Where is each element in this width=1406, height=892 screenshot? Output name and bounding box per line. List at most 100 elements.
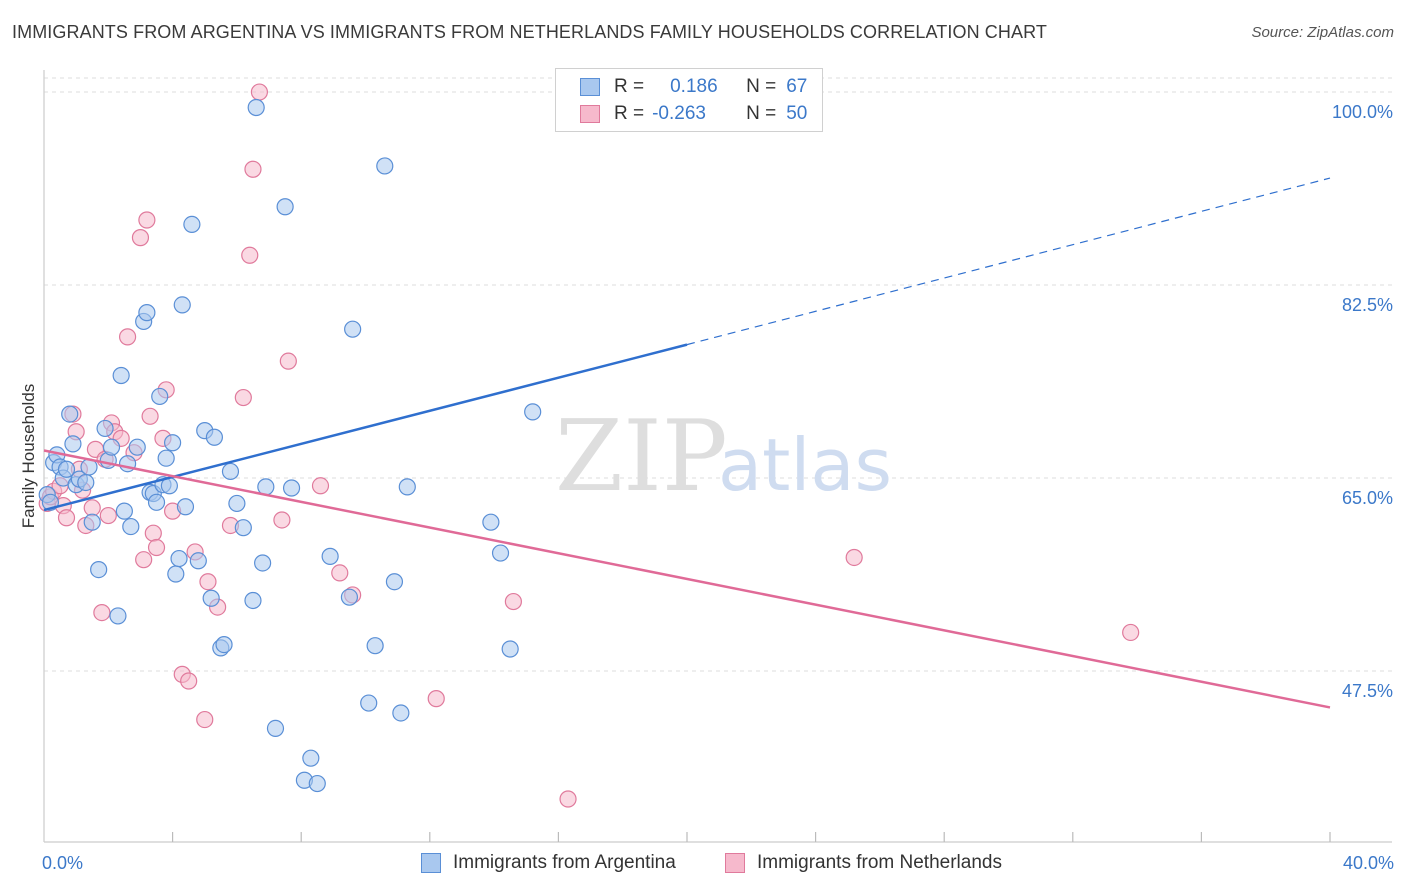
argentina-point: [183, 215, 201, 233]
trend-lines: [43, 177, 1331, 709]
argentina-point: [266, 719, 285, 738]
netherlands-trend-line: [43, 449, 1331, 709]
argentina-point: [96, 419, 114, 438]
argentina-point: [234, 519, 252, 537]
y-tick-label: 100.0%: [1332, 102, 1393, 122]
netherlands-point: [93, 604, 111, 622]
argentina-point: [344, 320, 362, 338]
argentina-point: [202, 589, 220, 607]
argentina-point: [138, 304, 156, 322]
netherlands-n-value: 50: [786, 103, 808, 124]
series-legend: Immigrants from Argentina Immigrants fro…: [0, 852, 1406, 876]
argentina-point: [524, 403, 542, 421]
x-tick-label-max: 40.0%: [1343, 853, 1394, 873]
argentina-point: [102, 438, 121, 456]
y-tick-label: 82.5%: [1342, 295, 1393, 315]
argentina-point: [360, 694, 378, 712]
argentina-point: [282, 479, 301, 497]
watermark-zip: ZIP: [555, 400, 728, 514]
argentina-point: [170, 549, 188, 568]
argentina-point: [321, 547, 339, 565]
source-label: Source: ZipAtlas.com: [1251, 24, 1394, 41]
x-tick-label-min: 0.0%: [42, 853, 83, 873]
argentina-point: [167, 565, 185, 583]
argentina-point: [122, 517, 140, 536]
netherlands-r-label: R =: [614, 103, 645, 124]
netherlands-point: [147, 538, 166, 557]
legend-row-argentina: R = 0.186 N = 67: [556, 73, 807, 101]
netherlands-swatch: [580, 105, 600, 123]
netherlands-point: [1122, 623, 1140, 642]
argentina-point: [151, 387, 169, 406]
watermark: ZIP atlas: [555, 400, 892, 514]
netherlands-point: [135, 551, 153, 569]
argentina-point: [157, 449, 175, 467]
argentina-point: [112, 366, 130, 385]
argentina-point: [228, 494, 246, 513]
argentina-point: [276, 198, 294, 216]
watermark-atlas: atlas: [718, 423, 892, 507]
legend-swatch-argentina: [421, 853, 441, 873]
legend-item-netherlands[interactable]: Immigrants from Netherlands: [725, 852, 1002, 874]
argentina-point: [64, 435, 82, 453]
argentina-trend-line: [43, 343, 688, 512]
argentina-point: [392, 704, 410, 722]
argentina-point: [366, 637, 384, 655]
argentina-trend-extension: [686, 177, 1331, 346]
argentina-point: [385, 573, 404, 591]
netherlands-point: [250, 83, 269, 101]
argentina-r-label: R =: [614, 76, 645, 97]
netherlands-n-label: N =: [746, 103, 777, 124]
argentina-point: [128, 438, 146, 456]
netherlands-point: [144, 524, 162, 542]
y-tick-label: 65.0%: [1342, 488, 1393, 508]
legend-item-argentina[interactable]: Immigrants from Argentina: [421, 852, 676, 874]
netherlands-point: [118, 328, 137, 346]
netherlands-point: [196, 710, 214, 729]
argentina-point: [501, 640, 519, 658]
y-tick-label: 47.5%: [1342, 681, 1393, 701]
netherlands-point: [241, 246, 259, 264]
argentina-point: [205, 428, 223, 446]
netherlands-point: [244, 160, 262, 178]
argentina-point: [482, 513, 500, 531]
netherlands-r-value: -0.263: [652, 103, 706, 124]
argentina-swatch: [580, 78, 600, 96]
netherlands-point: [279, 352, 297, 370]
argentina-point: [109, 607, 127, 625]
argentina-point: [83, 513, 101, 531]
argentina-point: [77, 473, 95, 492]
argentina-point: [398, 478, 416, 496]
y-tick-labels: 47.5% 65.0% 82.5% 100.0%: [1332, 102, 1393, 701]
argentina-point: [57, 460, 76, 478]
chart-title: IMMIGRANTS FROM ARGENTINA VS IMMIGRANTS …: [12, 22, 1047, 42]
argentina-point: [215, 635, 233, 654]
netherlands-point: [311, 477, 330, 495]
argentina-n-label: N =: [746, 76, 777, 97]
argentina-point: [164, 434, 182, 452]
argentina-point: [173, 296, 191, 314]
argentina-point: [61, 405, 79, 423]
argentina-point: [147, 493, 166, 511]
argentina-point: [176, 498, 195, 516]
legend-label-netherlands: Immigrants from Netherlands: [757, 852, 1002, 873]
netherlands-point: [57, 509, 76, 527]
netherlands-point: [427, 690, 445, 708]
correlation-legend: R = 0.186 N = 67 R = -0.263 N = 50: [555, 68, 823, 132]
argentina-point: [254, 554, 272, 572]
argentina-point: [340, 588, 359, 606]
netherlands-point: [180, 672, 198, 690]
argentina-point: [376, 157, 394, 175]
netherlands-point: [131, 229, 150, 247]
argentina-point: [221, 462, 240, 481]
netherlands-point: [559, 790, 577, 808]
argentina-point: [247, 98, 265, 117]
argentina-point: [308, 774, 326, 793]
netherlands-point: [141, 407, 159, 425]
netherlands-point: [138, 211, 156, 229]
y-axis-label: Family Households: [19, 384, 38, 529]
argentina-point: [491, 544, 510, 562]
argentina-r-value: 0.186: [670, 76, 718, 97]
netherlands-point: [845, 548, 863, 567]
